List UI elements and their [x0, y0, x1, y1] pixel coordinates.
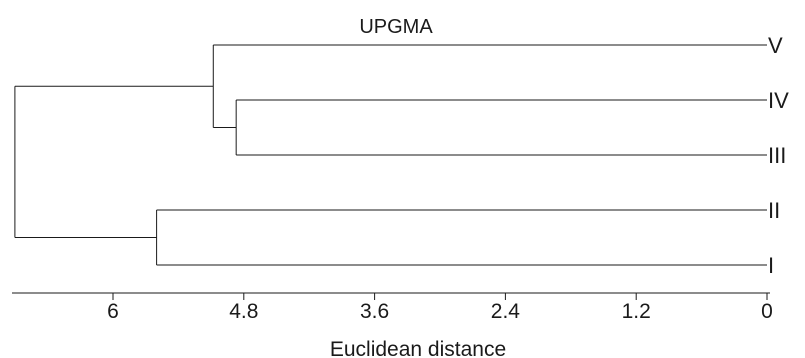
leaf-label-iv: IV — [768, 88, 789, 113]
x-tick-label-3-6: 3.6 — [360, 300, 389, 323]
x-tick-label-0: 0 — [761, 300, 773, 323]
x-axis-title: Euclidean distance — [330, 338, 506, 358]
x-tick-label-1-2: 1.2 — [622, 300, 651, 323]
chart-title: UPGMA — [359, 16, 433, 38]
x-tick-label-2-4: 2.4 — [491, 300, 521, 323]
x-tick-label-6: 6 — [107, 300, 119, 323]
dendrogram-tree — [14, 44, 767, 266]
leaf-label-ii: II — [768, 198, 780, 223]
leaf-label-iii: III — [768, 143, 786, 168]
leaf-label-i: I — [768, 253, 774, 278]
leaf-label-v: V — [768, 33, 783, 58]
x-axis-ticks: 6 4.8 3.6 2.4 1.2 0 — [107, 293, 773, 323]
x-tick-label-4-8: 4.8 — [229, 300, 258, 323]
